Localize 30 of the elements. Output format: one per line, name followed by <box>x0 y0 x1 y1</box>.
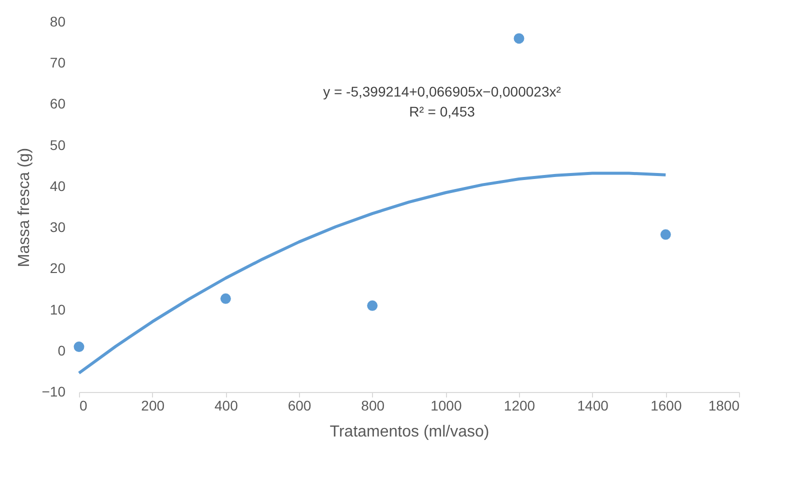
x-tick-label: 1400 <box>577 398 609 414</box>
y-tick-label: 40 <box>50 178 66 194</box>
x-tick-label: 1000 <box>430 398 462 414</box>
x-tick-label: 0 <box>80 398 88 414</box>
annotation: y = -5,399214+0,066905x−0,000023x² <box>323 83 562 100</box>
x-tick-label: 400 <box>214 398 238 414</box>
x-tick-label: 1800 <box>708 398 740 414</box>
line-series <box>78 172 668 375</box>
point <box>660 229 671 240</box>
annotation: R² = 0,453 <box>409 103 476 120</box>
x-axis-title: Tratamentos (ml/vaso) <box>330 424 490 440</box>
point <box>74 342 84 352</box>
point <box>220 293 231 304</box>
y-tick-label: −10 <box>42 384 66 400</box>
y-tick-label: 20 <box>50 260 66 276</box>
x-tick-label: 1200 <box>504 398 536 414</box>
y-tick-label: 70 <box>50 54 66 71</box>
y-axis-title: Massa fresca (g) <box>16 148 33 268</box>
x-tick-label: 600 <box>288 398 312 414</box>
y-tick-label: 60 <box>50 96 66 112</box>
y-tick-label: 30 <box>50 219 66 236</box>
y-tick-label: 50 <box>50 136 66 153</box>
point <box>514 33 524 44</box>
x-tick-label: 1600 <box>650 398 682 414</box>
y-tick-label: 80 <box>50 14 66 30</box>
y-tick-label: 10 <box>50 301 66 318</box>
x-tick-label: 200 <box>141 398 165 414</box>
point <box>367 300 378 311</box>
y-tick-label: 0 <box>58 342 66 358</box>
x-tick-label: 800 <box>361 398 385 414</box>
